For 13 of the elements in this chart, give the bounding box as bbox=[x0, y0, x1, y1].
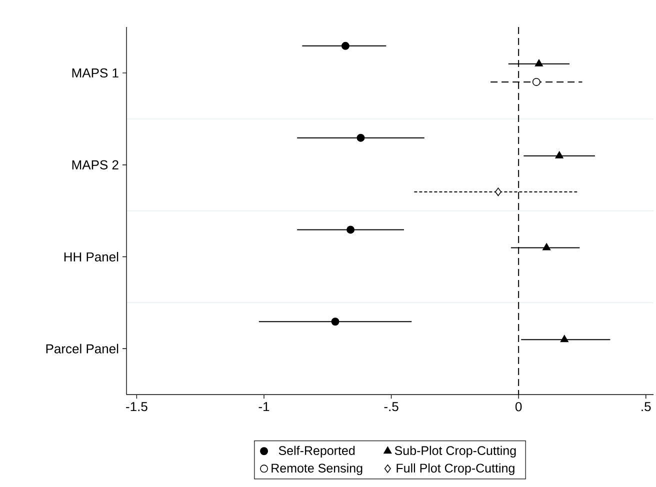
x-tick-label: -1 bbox=[258, 402, 270, 412]
legend-label: Full Plot Crop-Cutting bbox=[396, 463, 514, 476]
x-tick-label: .5 bbox=[642, 402, 651, 412]
legend-label: Remote Sensing bbox=[272, 463, 362, 476]
y-tick-label: HH Panel bbox=[64, 252, 118, 262]
legend-label: Sub-Plot Crop-Cutting bbox=[394, 446, 516, 458]
x-tick-label: -.5 bbox=[384, 402, 398, 412]
x-tick-label: -1.5 bbox=[126, 402, 148, 412]
y-tick-label: MAPS 1 bbox=[72, 68, 118, 78]
legend-label: Self-Reported bbox=[278, 446, 355, 458]
x-tick-label: 0 bbox=[515, 402, 522, 412]
y-tick-label: Parcel Panel bbox=[46, 344, 118, 354]
y-tick-label: MAPS 2 bbox=[72, 160, 118, 170]
